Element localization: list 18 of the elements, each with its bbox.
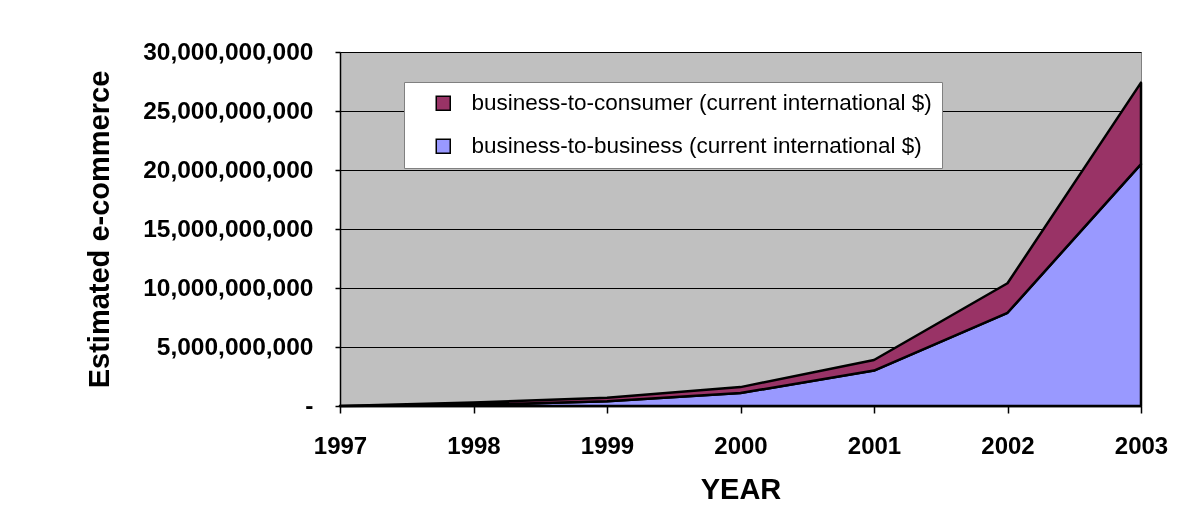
x-tick-label: 1997 (313, 431, 368, 459)
y-tick-label: 25,000,000,000 (143, 96, 314, 124)
y-axis-title: Estimated e-commerce (83, 70, 116, 389)
x-tick-label: 2000 (714, 431, 768, 459)
y-tick-label: 10,000,000,000 (143, 273, 314, 301)
x-tick-label: 1999 (580, 431, 635, 459)
x-axis-title: YEAR (700, 472, 782, 505)
legend-label: business-to-business (current international $) (471, 133, 922, 159)
y-tick-label: - (305, 391, 314, 419)
y-tick-label: 30,000,000,000 (143, 37, 314, 65)
x-tick-label: 2001 (847, 431, 902, 459)
y-tick-label: 20,000,000,000 (143, 155, 314, 183)
x-tick-label: 1998 (447, 431, 501, 459)
legend-label: business-to-consumer (current international $) (471, 90, 932, 116)
y-tick-label: 5,000,000,000 (156, 332, 314, 360)
x-tick-label: 2002 (981, 431, 1035, 459)
x-tick-label: 2003 (1114, 431, 1169, 459)
y-tick-label: 15,000,000,000 (143, 214, 314, 242)
